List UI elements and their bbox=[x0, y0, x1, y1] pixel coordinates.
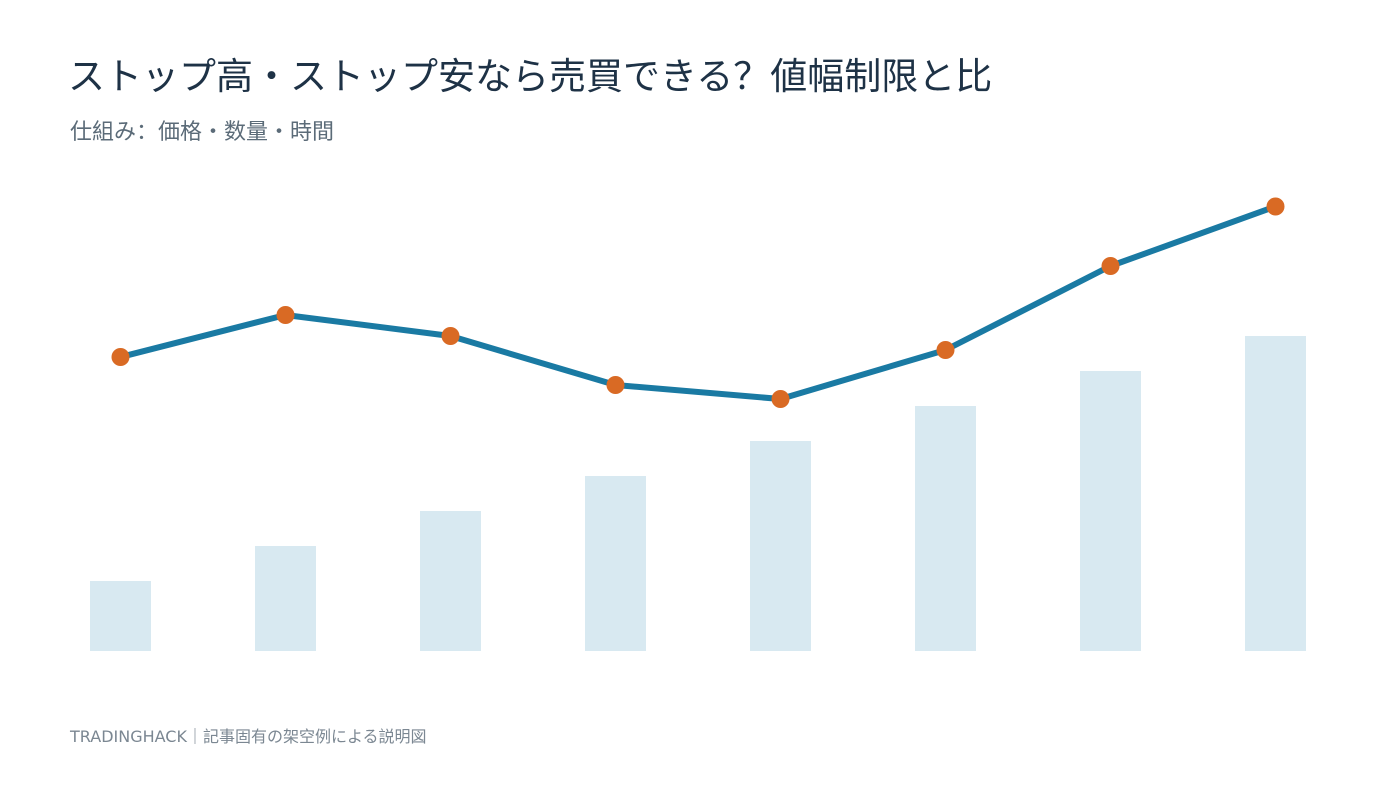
line-markers bbox=[111, 197, 1285, 408]
footer-credit: TRADINGHACK｜記事固有の架空例による説明図 bbox=[70, 727, 427, 746]
line-point-8 bbox=[1266, 197, 1285, 216]
bar-7 bbox=[1080, 371, 1141, 651]
bar-series bbox=[90, 336, 1306, 651]
line-point-5 bbox=[771, 390, 790, 408]
bar-1 bbox=[90, 581, 151, 651]
chart-subtitle: 仕組み：価格・数量・時間 bbox=[70, 120, 335, 145]
bar-6 bbox=[915, 406, 976, 651]
line-point-2 bbox=[276, 306, 295, 324]
bar-8 bbox=[1245, 336, 1306, 651]
bar-2 bbox=[255, 546, 316, 651]
bar-4 bbox=[585, 476, 646, 651]
trend-line bbox=[117, 203, 1279, 402]
line-point-1 bbox=[111, 348, 130, 366]
chart-title: ストップ高・ストップ安なら売買できる？値幅制限と比 bbox=[68, 55, 993, 98]
line-point-3 bbox=[441, 327, 460, 345]
line-point-4 bbox=[606, 376, 625, 394]
bar-3 bbox=[420, 511, 481, 651]
line-series bbox=[117, 203, 1279, 402]
bar-5 bbox=[750, 441, 811, 651]
line-point-6 bbox=[936, 341, 955, 359]
line-point-7 bbox=[1101, 257, 1120, 275]
